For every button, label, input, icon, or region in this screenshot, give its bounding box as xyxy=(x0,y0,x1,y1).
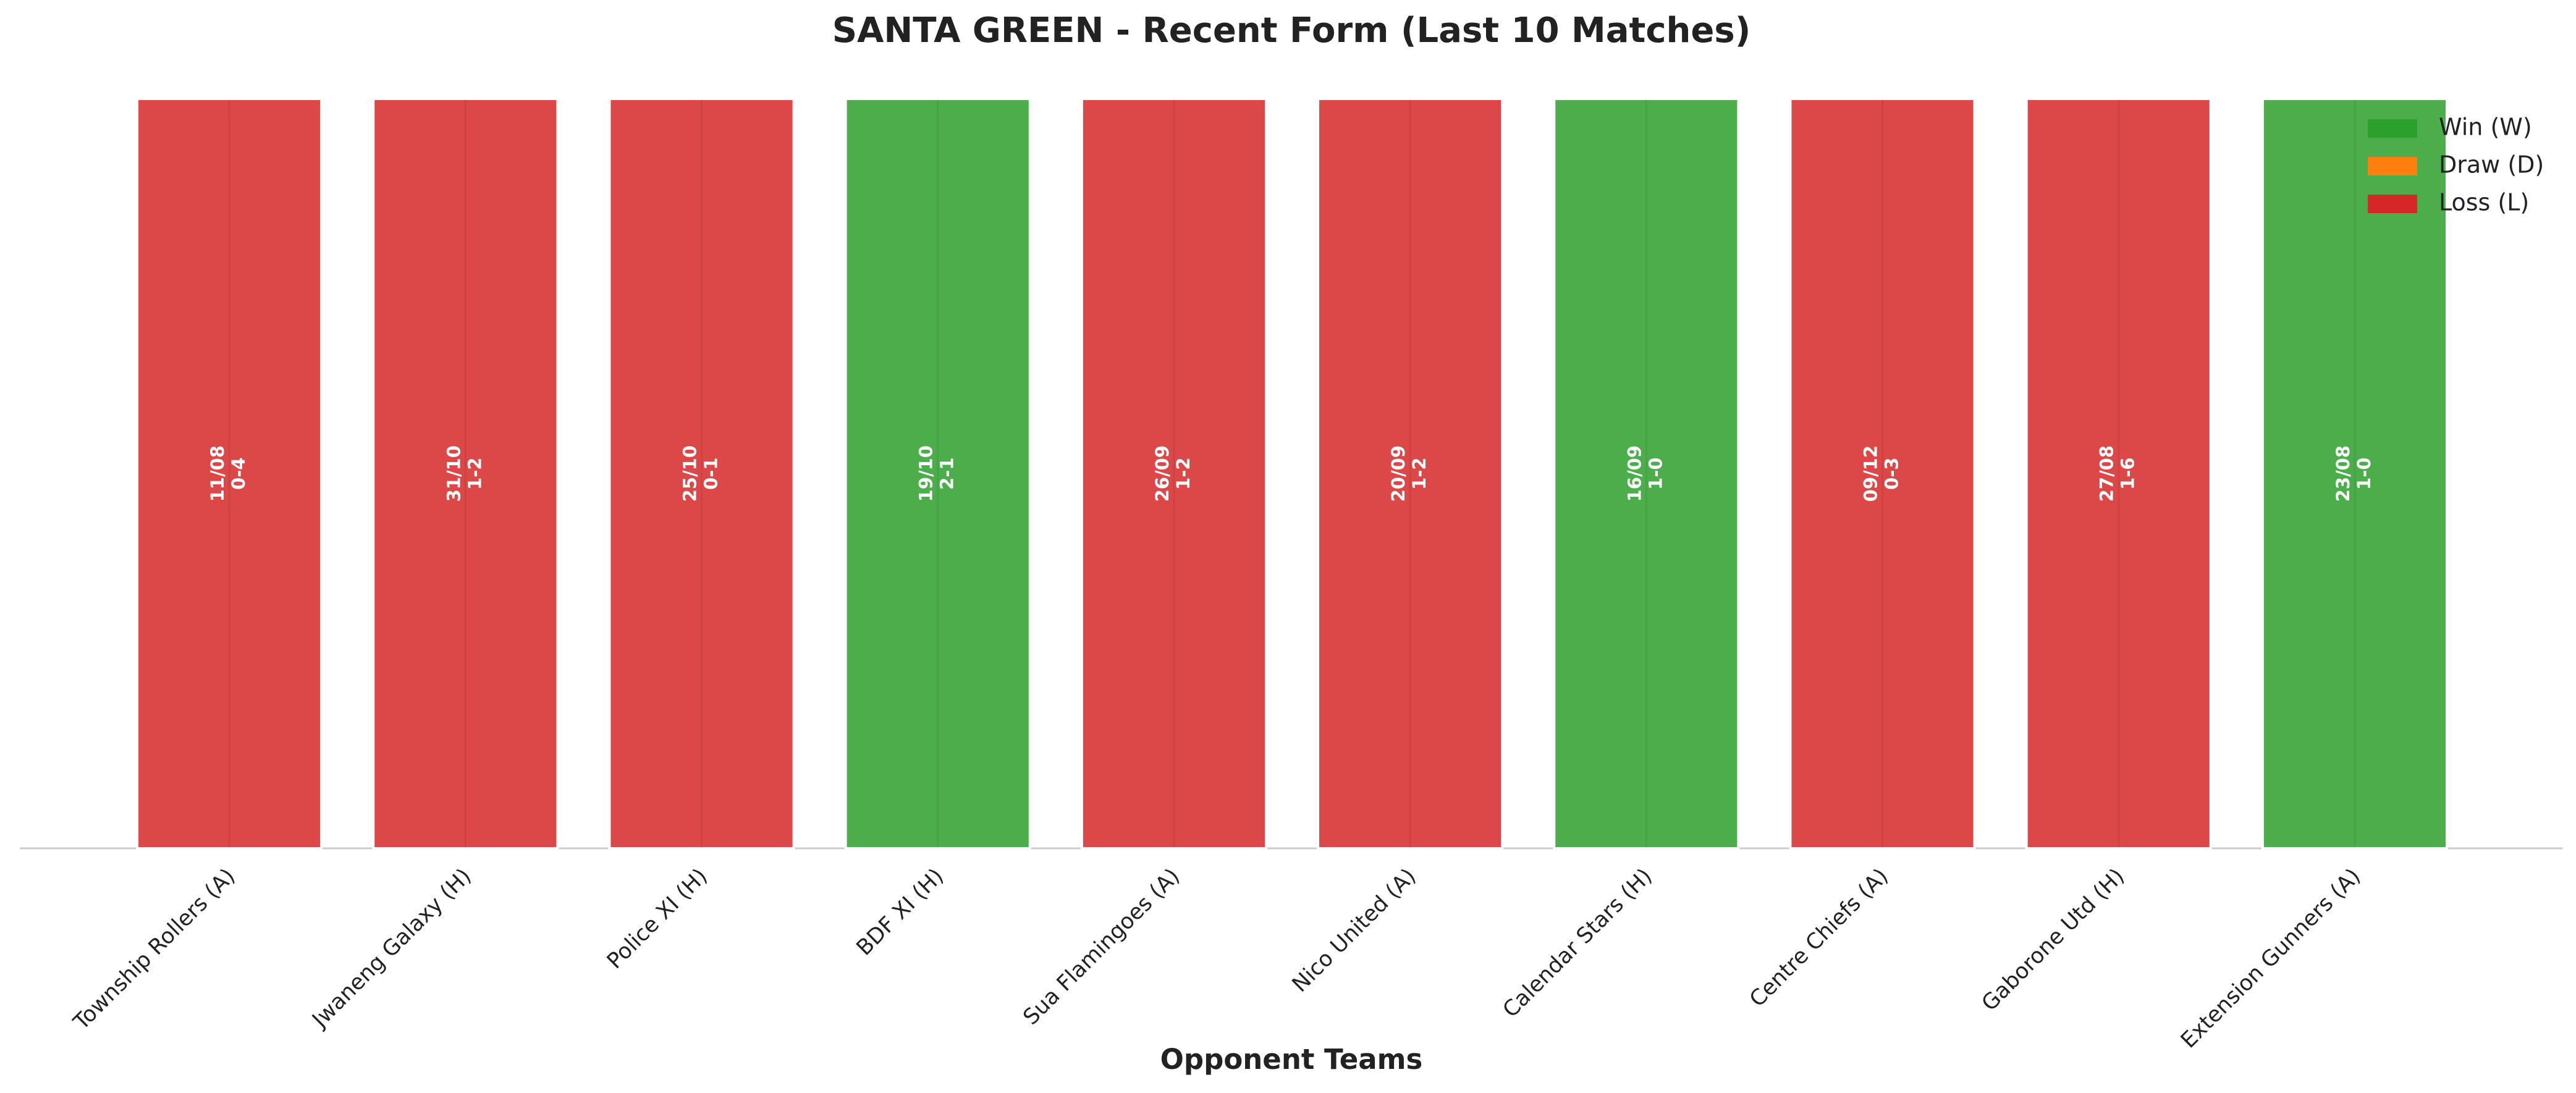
bar xyxy=(1317,98,1504,850)
x-tick-label: Jwaneng Galaxy (H) xyxy=(307,864,476,1033)
legend-label: Win (W) xyxy=(2439,114,2532,141)
match-label: 27/08 1-6 xyxy=(2097,445,2139,502)
match-label: 11/08 0-4 xyxy=(207,445,249,502)
bar xyxy=(136,98,323,850)
match-score: 0-1 xyxy=(701,457,722,489)
match-label: 09/12 0-3 xyxy=(1860,445,1902,502)
match-date: 25/10 xyxy=(680,445,701,502)
match-score: 1-6 xyxy=(2118,457,2139,489)
legend-swatch xyxy=(2368,119,2417,138)
bar xyxy=(608,98,795,850)
x-tick-label: Police XI (H) xyxy=(602,864,712,974)
legend-label: Draw (D) xyxy=(2439,151,2544,179)
match-score: 0-3 xyxy=(1881,457,1902,489)
match-label: 25/10 0-1 xyxy=(680,445,722,502)
bar xyxy=(2025,98,2212,850)
x-tick-label: Sua Flamingoes (A) xyxy=(1019,864,1185,1030)
match-label: 20/09 1-2 xyxy=(1388,445,1430,502)
x-tick-label: Nico United (A) xyxy=(1288,864,1421,997)
match-score: 1-2 xyxy=(1173,457,1194,489)
match-date: 16/09 xyxy=(1624,445,1645,502)
bar xyxy=(844,98,1031,850)
match-label: 31/10 1-2 xyxy=(443,445,485,502)
match-label: 23/08 1-0 xyxy=(2333,445,2375,502)
match-date: 09/12 xyxy=(1860,445,1881,502)
x-axis-label: Opponent Teams xyxy=(1160,1043,1423,1076)
match-date: 27/08 xyxy=(2097,445,2118,502)
legend-label: Loss (L) xyxy=(2439,189,2529,216)
match-date: 11/08 xyxy=(207,445,228,502)
match-date: 20/09 xyxy=(1388,445,1409,502)
x-tick-label: Centre Chiefs (A) xyxy=(1745,864,1893,1012)
bar xyxy=(2261,98,2448,850)
x-tick-label: Calendar Stars (H) xyxy=(1498,864,1657,1023)
match-label: 26/09 1-2 xyxy=(1152,445,1194,502)
match-score: 1-2 xyxy=(464,457,485,489)
match-score: 1-0 xyxy=(1645,457,1666,489)
bar xyxy=(1553,98,1740,850)
bar xyxy=(1789,98,1976,850)
match-label: 19/10 2-1 xyxy=(916,445,958,502)
bar xyxy=(1080,98,1267,850)
x-tick-label: Gaborone Utd (H) xyxy=(1977,864,2129,1016)
match-date: 31/10 xyxy=(443,445,464,502)
match-date: 26/09 xyxy=(1152,445,1173,502)
x-tick-label: Township Rollers (A) xyxy=(69,864,240,1035)
bar xyxy=(372,98,559,850)
chart-title: SANTA GREEN - Recent Form (Last 10 Match… xyxy=(832,11,1751,51)
legend-swatch xyxy=(2368,157,2417,175)
match-score: 1-2 xyxy=(1409,457,1430,489)
legend-swatch xyxy=(2368,195,2417,213)
match-date: 19/10 xyxy=(916,445,937,502)
match-score: 0-4 xyxy=(228,457,249,489)
match-label: 16/09 1-0 xyxy=(1624,445,1666,502)
x-tick-label: BDF XI (H) xyxy=(852,864,948,960)
match-date: 23/08 xyxy=(2333,445,2354,502)
match-score: 2-1 xyxy=(937,457,958,489)
match-score: 1-0 xyxy=(2354,457,2375,489)
x-tick-label: Extension Gunners (A) xyxy=(2176,864,2365,1053)
